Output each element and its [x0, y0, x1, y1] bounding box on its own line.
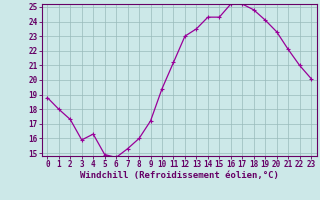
X-axis label: Windchill (Refroidissement éolien,°C): Windchill (Refroidissement éolien,°C): [80, 171, 279, 180]
